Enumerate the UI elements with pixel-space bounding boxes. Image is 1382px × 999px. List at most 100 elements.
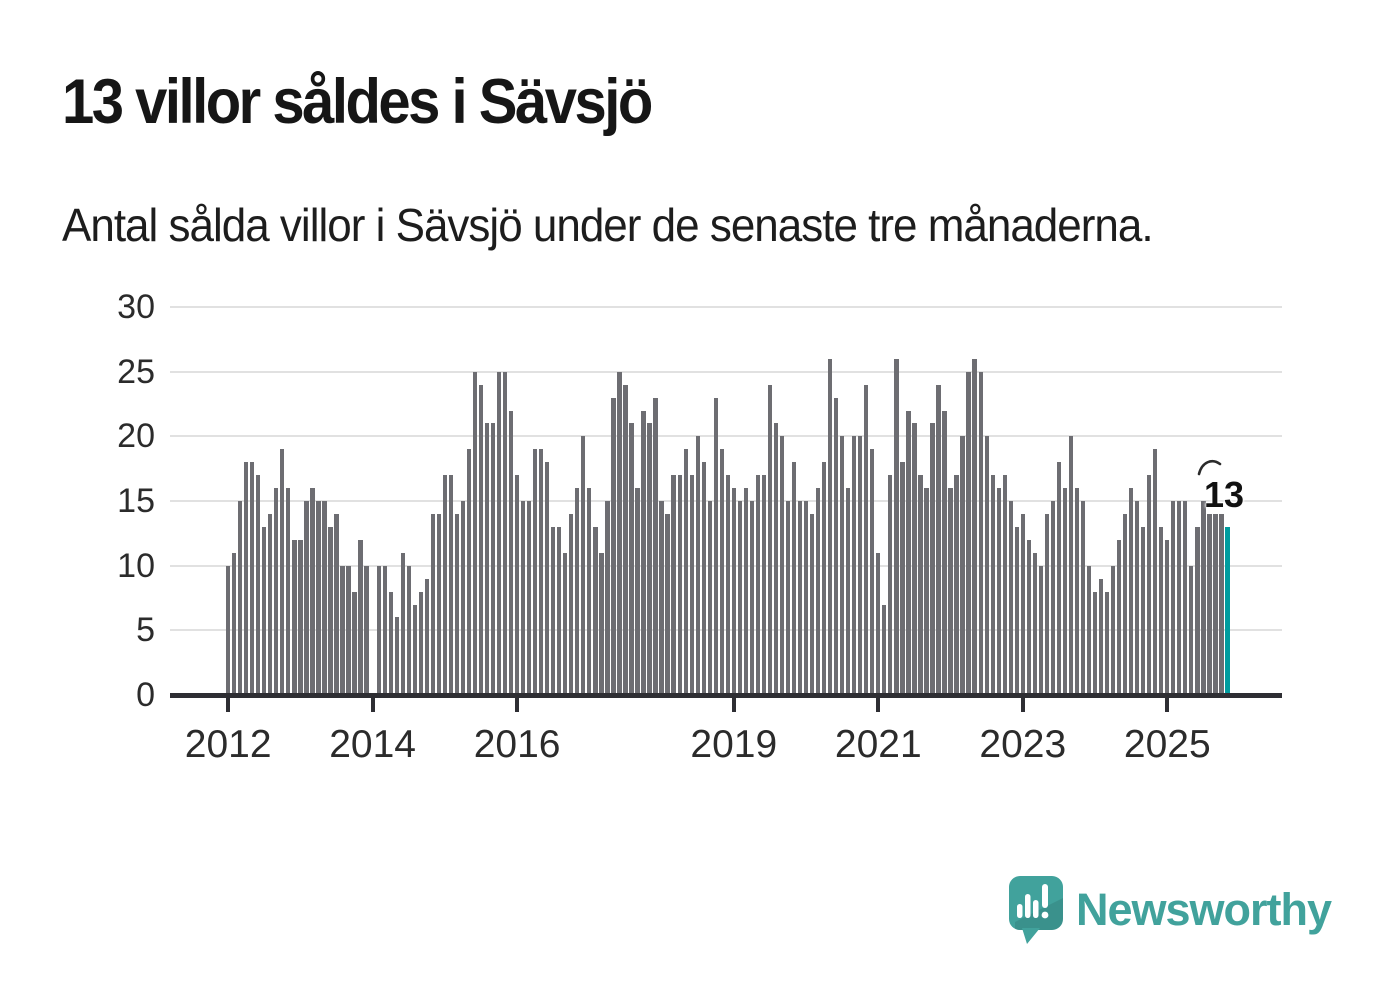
bar — [1056, 462, 1062, 695]
bar — [647, 423, 652, 695]
bar — [1008, 501, 1013, 695]
bar — [1177, 501, 1182, 695]
bar — [1207, 513, 1212, 695]
bar — [984, 436, 989, 695]
bar — [442, 475, 448, 695]
bar — [773, 423, 779, 695]
annotation-pointer-line — [1197, 460, 1222, 476]
bar — [924, 488, 929, 695]
y-gridline — [170, 435, 1282, 438]
bar — [972, 358, 977, 695]
bar — [1074, 488, 1080, 695]
bar — [689, 475, 694, 695]
bar — [821, 462, 827, 695]
bar — [334, 513, 339, 695]
bar — [328, 526, 333, 695]
bar — [256, 475, 261, 695]
bar — [695, 436, 700, 695]
bar — [918, 475, 923, 695]
bar — [581, 436, 586, 695]
bar — [1213, 513, 1218, 695]
bar — [238, 501, 243, 695]
bar — [749, 501, 755, 695]
y-axis-tick-label: 25 — [117, 352, 155, 391]
bar — [803, 501, 809, 695]
bar — [346, 565, 351, 695]
bar — [502, 371, 508, 695]
bar — [900, 462, 905, 695]
y-axis-tick-label: 5 — [136, 611, 155, 650]
bar — [641, 410, 646, 695]
bar — [274, 488, 279, 695]
bar — [280, 449, 285, 695]
bar — [460, 501, 466, 695]
bar — [382, 565, 387, 695]
bar — [1201, 501, 1206, 695]
bar — [304, 501, 309, 695]
bar — [954, 475, 959, 695]
bar — [743, 488, 749, 695]
bar — [1044, 513, 1050, 695]
bar — [677, 475, 682, 695]
y-axis-tick-label: 20 — [117, 417, 155, 456]
bar — [761, 475, 767, 695]
bar — [1002, 475, 1007, 695]
bar — [767, 384, 773, 695]
bar — [725, 475, 730, 695]
bar — [707, 501, 712, 695]
bar — [1171, 501, 1176, 695]
x-axis-year-label: 2021 — [834, 723, 922, 766]
bar — [1116, 539, 1122, 695]
bar — [876, 552, 881, 695]
y-gridline — [170, 370, 1282, 373]
bar — [1147, 475, 1152, 695]
newsworthy-speech-bubble-chart-icon — [1009, 876, 1063, 944]
bar — [563, 552, 568, 695]
bar — [575, 488, 580, 695]
bar — [352, 591, 357, 695]
bar — [1092, 591, 1098, 695]
bar — [466, 449, 472, 695]
bar — [599, 552, 604, 695]
bar — [1165, 539, 1170, 695]
bar — [731, 488, 736, 695]
bar — [1014, 526, 1019, 695]
bar — [436, 513, 441, 695]
bar — [454, 513, 460, 695]
bar — [587, 488, 592, 695]
bar — [298, 539, 303, 695]
bar — [1110, 565, 1116, 695]
bar — [1141, 526, 1146, 695]
bar — [232, 552, 237, 695]
x-axis-tick — [370, 698, 375, 712]
bar — [1104, 591, 1110, 695]
x-axis-tick — [731, 698, 736, 712]
bar — [659, 501, 664, 695]
bar — [797, 501, 803, 695]
bar — [496, 371, 502, 695]
x-axis-year-label: 2016 — [473, 723, 561, 766]
bar — [852, 436, 857, 695]
bar — [569, 513, 574, 695]
x-axis-tick — [1165, 698, 1170, 712]
bar — [1189, 565, 1194, 695]
bar — [418, 591, 423, 695]
bar — [990, 475, 995, 695]
bar — [737, 501, 742, 695]
x-axis-year-label: 2019 — [690, 723, 778, 766]
bar — [936, 384, 941, 695]
page-title: 13 villor såldes i Sävsjö — [62, 67, 653, 138]
bar — [478, 384, 484, 695]
bar — [605, 501, 610, 695]
bar — [268, 513, 273, 695]
bar — [286, 488, 291, 695]
y-axis-tick-label: 10 — [117, 546, 155, 585]
bar — [870, 449, 875, 695]
bar — [1050, 501, 1056, 695]
bar — [701, 462, 706, 695]
bar — [508, 410, 514, 695]
bar — [1080, 501, 1086, 695]
bar — [430, 513, 435, 695]
chart-subtitle: Antal sålda villor i Sävsjö under de sen… — [62, 200, 1154, 252]
